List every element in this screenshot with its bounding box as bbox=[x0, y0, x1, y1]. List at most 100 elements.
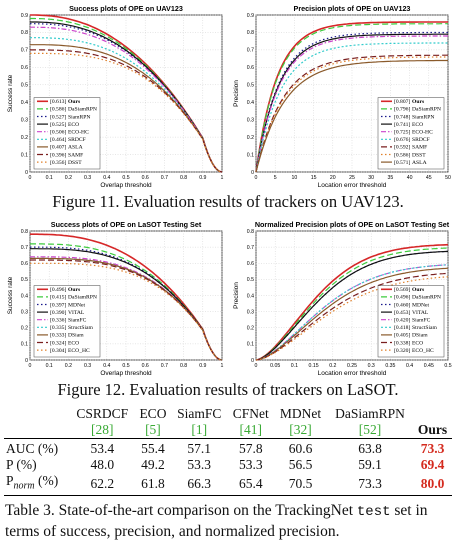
table-row: AUC (%) 53.4 55.4 57.1 57.8 60.6 63.8 73… bbox=[4, 439, 452, 458]
y-tick-label: 0.9 bbox=[247, 13, 254, 19]
x-tick-label: 0.5 bbox=[122, 175, 129, 181]
y-tick-label: 0.8 bbox=[21, 229, 28, 235]
col-header-ours: Ours bbox=[413, 406, 452, 439]
legend-label: SRDCF bbox=[68, 137, 86, 143]
y-tick-label: 0 bbox=[251, 358, 254, 364]
row-label-unit: (%) bbox=[34, 473, 59, 488]
legend-score: [0.464] bbox=[50, 137, 66, 143]
y-tick-label: 0.8 bbox=[247, 229, 254, 235]
table-cell: 53.4 bbox=[90, 441, 115, 456]
x-tick-label: 0.7 bbox=[161, 363, 168, 369]
y-tick-label: 0.2 bbox=[21, 326, 28, 332]
table-caption-code: test bbox=[356, 504, 391, 520]
x-tick-label: 15 bbox=[311, 175, 317, 181]
legend-score: [0.335] bbox=[50, 325, 66, 331]
citation-ref: [32] bbox=[289, 422, 312, 437]
citation-ref: [52] bbox=[358, 422, 382, 437]
legend-box bbox=[377, 97, 445, 170]
table-cell: 55.4 bbox=[141, 441, 165, 456]
col-header: CSRDCF [28] bbox=[70, 406, 135, 439]
table-cell: 57.1 bbox=[187, 441, 212, 456]
y-tick-label: 0.6 bbox=[21, 261, 28, 267]
legend-score: [0.453] bbox=[394, 310, 410, 316]
legend-score: [0.506] bbox=[50, 130, 66, 136]
x-tick-label: 0.25 bbox=[347, 363, 357, 369]
legend-label: Ours bbox=[412, 99, 425, 105]
y-tick-label: 0.1 bbox=[247, 152, 254, 158]
series-line bbox=[255, 272, 449, 361]
series-line bbox=[255, 276, 449, 361]
x-tick-label: 0.5 bbox=[122, 363, 129, 369]
table-caption-text-end: set in terms of success, precision, and … bbox=[5, 502, 428, 540]
method-name: DaSiamRPN bbox=[335, 406, 405, 421]
table-cell-best: 80.0 bbox=[420, 475, 445, 491]
series-line bbox=[255, 35, 448, 173]
x-tick-label: 5 bbox=[274, 175, 277, 181]
y-tick-label: 0.6 bbox=[21, 65, 28, 71]
y-tick-label: 0.4 bbox=[247, 100, 254, 106]
x-tick-label: 50 bbox=[445, 175, 451, 181]
x-tick-label: 0.9 bbox=[199, 175, 206, 181]
x-tick-label: 0.4 bbox=[406, 363, 413, 369]
x-tick-label: 0.15 bbox=[309, 363, 319, 369]
legend-label: DaSiamRPN bbox=[68, 107, 97, 113]
method-name: SiamFC bbox=[177, 406, 222, 421]
method-name: CFNet bbox=[232, 406, 269, 421]
method-name: CSRDCF bbox=[76, 406, 129, 421]
row-label: AUC (%) bbox=[6, 441, 59, 456]
x-tick-label: 0 bbox=[29, 363, 32, 369]
table-caption-text: Table 3. State-of-the-art comparison on … bbox=[5, 502, 357, 519]
legend-box bbox=[33, 97, 101, 170]
x-tick-label: 0.4 bbox=[103, 363, 110, 369]
y-tick-label: 0 bbox=[251, 170, 254, 176]
series-line bbox=[30, 259, 223, 361]
legend-score: [0.390] bbox=[50, 310, 66, 316]
legend-label: StructSiam bbox=[68, 325, 94, 331]
series-line bbox=[255, 247, 449, 361]
y-tick-label: 0.1 bbox=[247, 342, 254, 348]
legend-label: ECO-HC bbox=[68, 130, 89, 136]
legend-score: [0.324] bbox=[50, 340, 66, 346]
series-line bbox=[255, 243, 449, 361]
legend-score: [0.397] bbox=[50, 302, 66, 308]
x-tick-label: 0.3 bbox=[84, 175, 91, 181]
legend-label: SRDCF bbox=[412, 137, 430, 143]
legend-label: ECO_HC bbox=[412, 348, 434, 354]
table-cell: 61.8 bbox=[141, 475, 165, 491]
x-tick-label: 0.05 bbox=[270, 363, 280, 369]
legend-score: [0.320] bbox=[394, 348, 410, 354]
legend-label: DaSiamRPN bbox=[412, 295, 441, 301]
x-tick-label: 0.35 bbox=[385, 363, 395, 369]
y-tick-label: 0 bbox=[25, 170, 28, 176]
y-tick-label: 0.7 bbox=[247, 48, 254, 54]
row-label-main: P bbox=[6, 473, 14, 488]
legend-label: SiamFC bbox=[412, 318, 431, 324]
y-tick-label: 0.4 bbox=[247, 293, 254, 299]
x-tick-label: 0.6 bbox=[142, 363, 149, 369]
x-axis-label: Location error threshold bbox=[318, 370, 387, 377]
col-header: MDNet [32] bbox=[274, 406, 327, 439]
legend-score: [0.333] bbox=[50, 333, 66, 339]
legend-label: DSST bbox=[68, 160, 82, 166]
method-name: Ours bbox=[417, 422, 448, 437]
y-tick-label: 0.3 bbox=[21, 309, 28, 315]
x-tick-label: 0.5 bbox=[444, 363, 451, 369]
x-axis-label: Overlap threshold bbox=[100, 370, 152, 377]
legend-label: Ours bbox=[68, 99, 81, 105]
table-cell: 73.3 bbox=[358, 475, 382, 491]
table-cell: 53.3 bbox=[238, 457, 263, 472]
x-tick-label: 0.2 bbox=[329, 363, 336, 369]
legend-score: [0.396] bbox=[50, 152, 66, 158]
x-tick-label: 0.2 bbox=[65, 175, 72, 181]
legend-label: ECO bbox=[68, 122, 79, 128]
table-header-row: CSRDCF [28] ECO [5] SiamFC [1] CFNet [41] MD… bbox=[4, 406, 452, 439]
series-line bbox=[30, 23, 223, 173]
legend-score: [0.525] bbox=[50, 122, 66, 128]
y-axis-label: Precision bbox=[233, 282, 240, 309]
table-cell: 70.5 bbox=[288, 475, 313, 491]
legend-score: [0.571] bbox=[394, 160, 410, 166]
legend-label: SiamFC bbox=[68, 318, 87, 324]
x-tick-label: 45 bbox=[426, 175, 432, 181]
citation-ref: [41] bbox=[239, 422, 263, 437]
x-tick-label: 30 bbox=[368, 175, 374, 181]
